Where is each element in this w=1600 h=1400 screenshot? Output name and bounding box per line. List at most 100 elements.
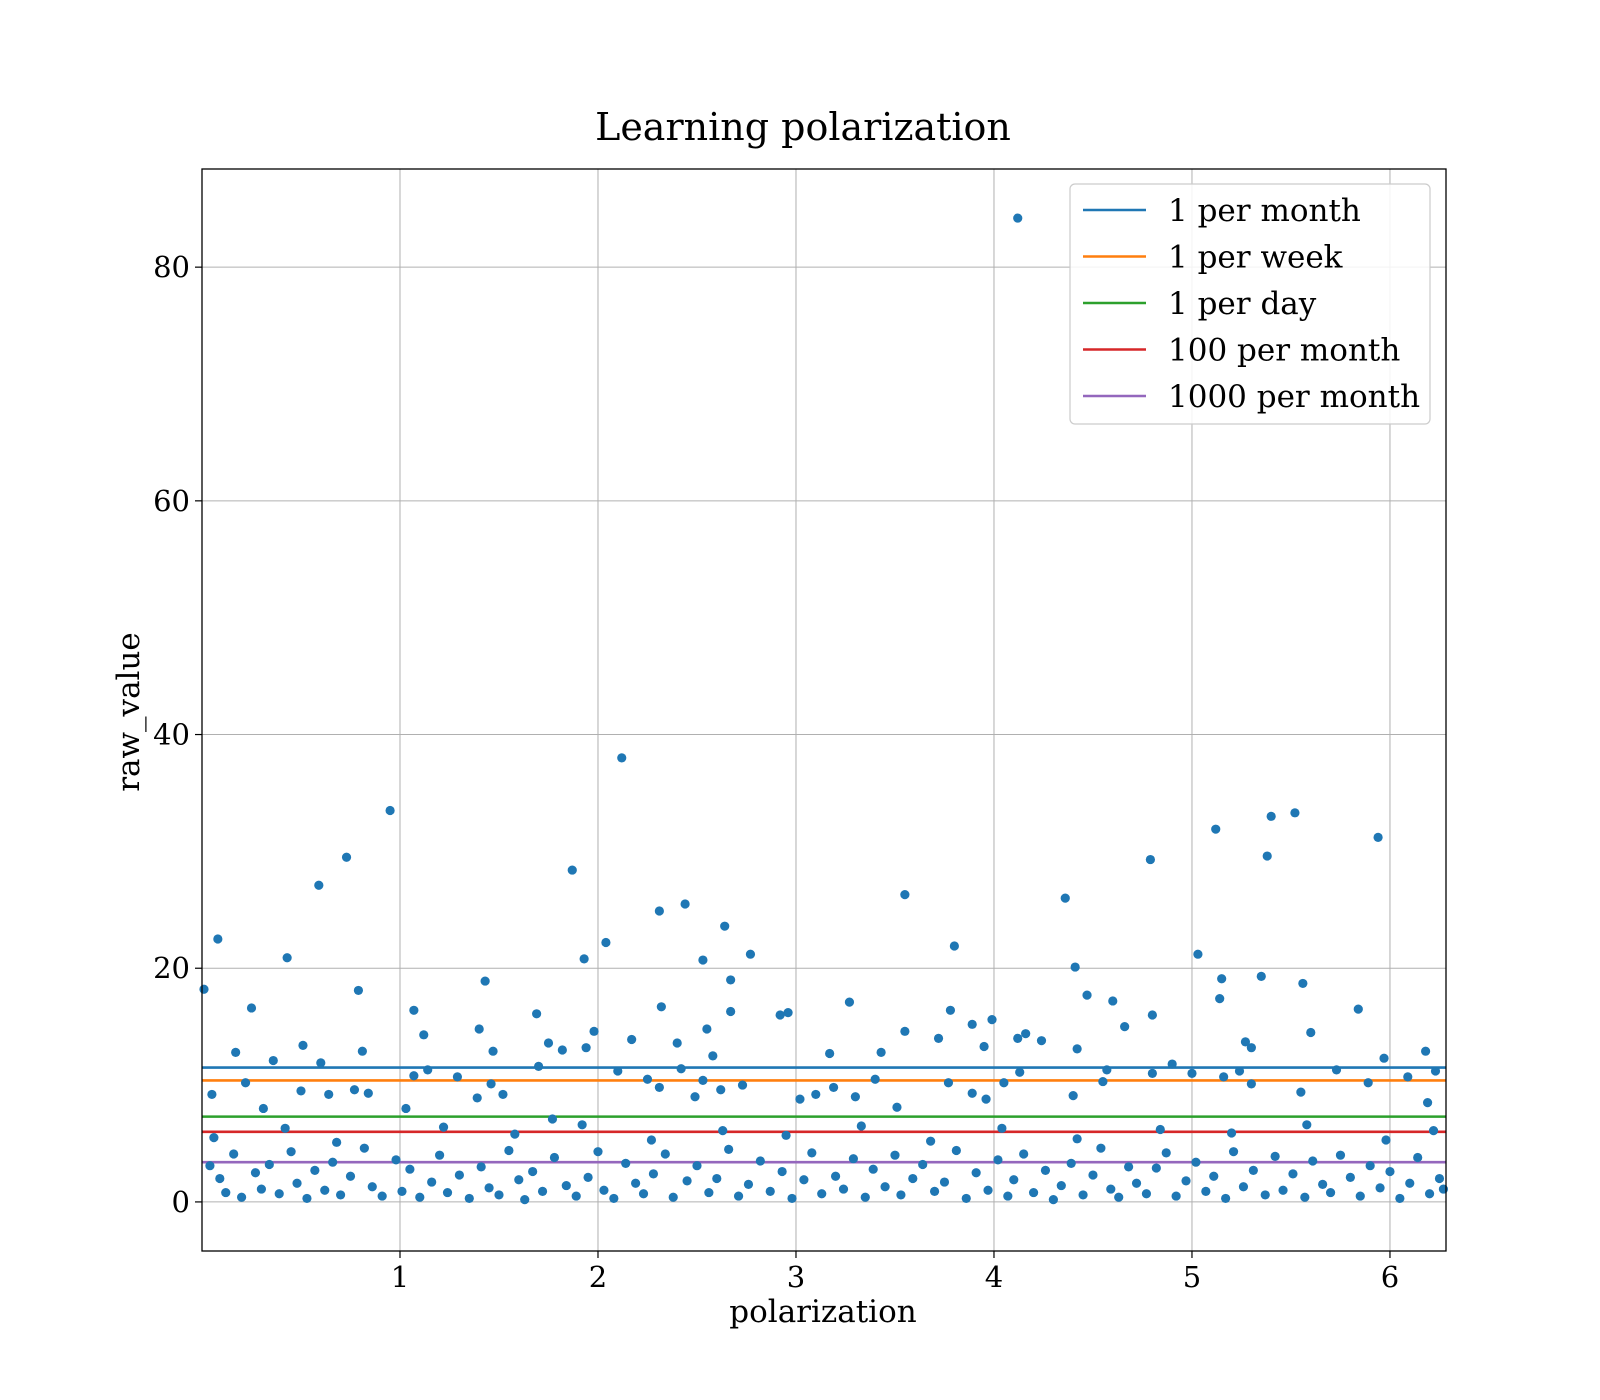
- data-point: [908, 1173, 918, 1184]
- data-point: [549, 1152, 560, 1163]
- data-point: [680, 899, 690, 909]
- data-point: [939, 1177, 950, 1187]
- data-point: [1145, 854, 1155, 865]
- data-point: [755, 1156, 765, 1166]
- y-tick-label: 0: [172, 1185, 190, 1219]
- data-point: [668, 1192, 678, 1202]
- data-point: [1373, 832, 1383, 842]
- data-point: [795, 1094, 805, 1104]
- data-point: [627, 1034, 637, 1045]
- x-tick-label: 5: [1183, 1260, 1201, 1294]
- y-axis-ticks: 0 20 40 60 80: [153, 250, 202, 1219]
- data-point: [870, 1074, 880, 1084]
- data-point: [1248, 1165, 1258, 1175]
- data-point: [533, 1061, 544, 1071]
- data-point: [310, 1165, 320, 1175]
- data-point: [593, 1147, 603, 1157]
- data-point: [246, 1003, 257, 1013]
- data-point: [397, 1186, 407, 1197]
- data-point: [844, 997, 855, 1007]
- chart-title: Learning polarization: [595, 105, 1011, 149]
- data-point: [1325, 1187, 1336, 1198]
- data-point: [599, 1185, 609, 1195]
- data-point: [1211, 824, 1221, 834]
- data-point: [1102, 1065, 1112, 1075]
- data-point: [1296, 1087, 1306, 1097]
- data-point: [850, 1092, 860, 1102]
- data-point: [454, 1170, 464, 1180]
- data-point: [423, 1065, 433, 1075]
- data-point: [1096, 1143, 1106, 1153]
- data-point: [787, 1193, 797, 1204]
- data-point: [1181, 1176, 1191, 1186]
- x-tick-label: 4: [985, 1260, 1003, 1294]
- data-point: [1217, 974, 1227, 984]
- data-point: [979, 1041, 989, 1052]
- data-point: [945, 1005, 956, 1015]
- data-point: [1009, 1175, 1019, 1185]
- data-point: [1072, 1044, 1082, 1054]
- data-point: [1015, 1067, 1025, 1077]
- data-point: [401, 1103, 411, 1114]
- data-point: [409, 1071, 419, 1081]
- data-point: [1209, 1171, 1219, 1181]
- data-point: [1147, 1010, 1157, 1020]
- data-point: [1421, 1046, 1431, 1056]
- data-point: [359, 1143, 369, 1153]
- data-point: [1191, 1157, 1201, 1167]
- data-point: [316, 1058, 326, 1068]
- data-point: [848, 1154, 859, 1164]
- data-point: [775, 1010, 785, 1020]
- data-point: [442, 1187, 453, 1198]
- data-point: [811, 1089, 821, 1100]
- data-point: [1422, 1098, 1433, 1108]
- data-point: [896, 1190, 906, 1200]
- data-point: [296, 1086, 306, 1096]
- data-point: [926, 1136, 936, 1146]
- data-point: [1240, 1037, 1251, 1047]
- data-point: [282, 953, 292, 963]
- data-point: [708, 1051, 718, 1061]
- y-tick-label: 40: [153, 718, 190, 752]
- data-point: [1114, 1192, 1124, 1202]
- data-point: [1385, 1166, 1395, 1177]
- data-point: [777, 1166, 787, 1177]
- x-tick-label: 6: [1381, 1260, 1399, 1294]
- data-point: [672, 1038, 682, 1048]
- data-point: [829, 1082, 839, 1093]
- data-point: [1306, 1027, 1316, 1038]
- data-point: [547, 1114, 558, 1124]
- data-point: [676, 1064, 686, 1074]
- legend-label: 1 per day: [1168, 286, 1317, 322]
- data-point: [799, 1175, 809, 1185]
- data-point: [264, 1159, 274, 1170]
- data-point: [981, 1094, 991, 1104]
- data-point: [579, 954, 589, 964]
- data-points: [199, 213, 1449, 1205]
- data-point: [933, 1033, 944, 1043]
- data-point: [1151, 1163, 1161, 1173]
- data-point: [335, 1190, 346, 1200]
- data-point: [1040, 1165, 1051, 1175]
- data-point: [1290, 808, 1300, 818]
- data-point: [1088, 1170, 1098, 1180]
- data-point: [488, 1046, 498, 1056]
- x-axis-ticks: 1 2 3 4 5 6: [391, 1251, 1399, 1294]
- data-point: [472, 1093, 482, 1103]
- data-point: [385, 805, 395, 816]
- data-point: [1013, 1033, 1023, 1043]
- data-point: [1405, 1178, 1415, 1188]
- data-point: [1147, 1068, 1157, 1078]
- x-tick-label: 2: [589, 1260, 607, 1294]
- data-point: [617, 753, 627, 763]
- data-point: [997, 1123, 1007, 1133]
- data-point: [720, 921, 730, 931]
- data-point: [367, 1182, 377, 1192]
- data-point: [1013, 213, 1023, 223]
- data-point: [609, 1193, 619, 1204]
- data-point: [581, 1043, 591, 1053]
- data-point: [520, 1194, 530, 1205]
- data-point: [1201, 1186, 1211, 1197]
- data-point: [1078, 1190, 1088, 1200]
